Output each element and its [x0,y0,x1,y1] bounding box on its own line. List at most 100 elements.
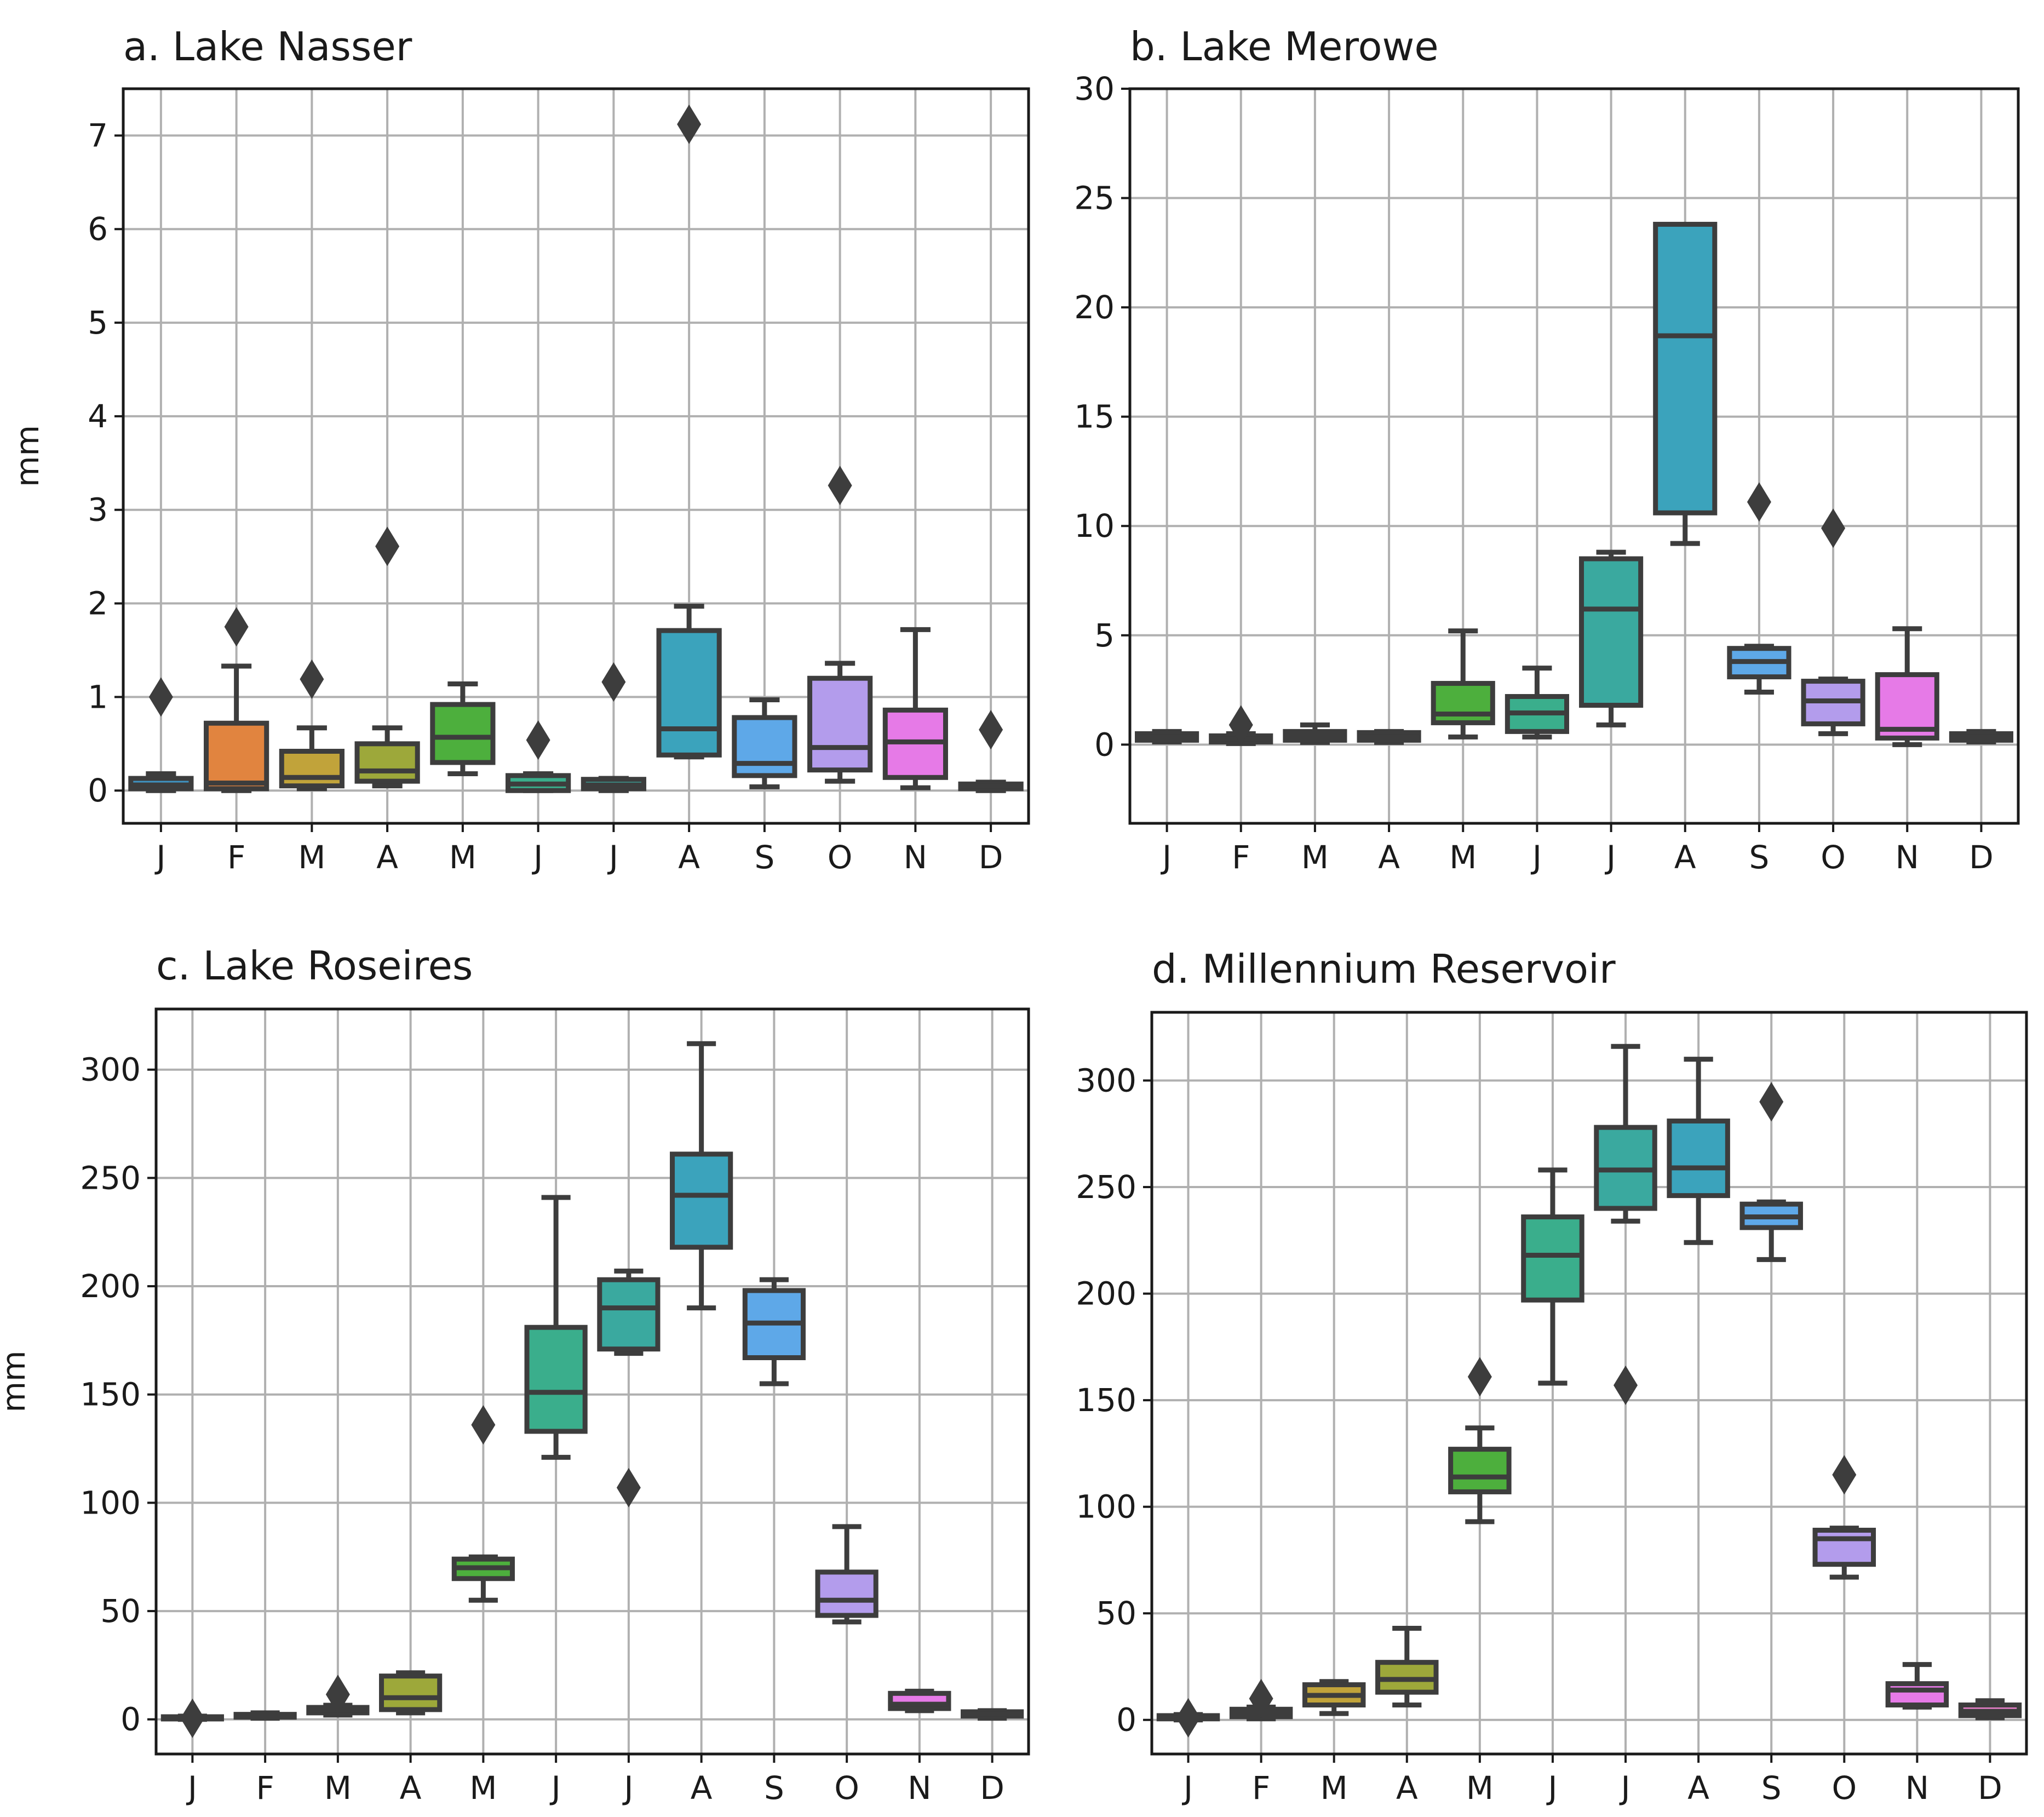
panel-title: a. Lake Nasser [123,24,412,70]
x-tick-label: D [979,839,1003,876]
x-tick-label: S [754,839,774,876]
box-J [128,677,194,793]
box-body [1812,1527,1876,1567]
box-M [1448,1357,1512,1524]
flier-point [325,1675,350,1715]
flier-point [1249,1678,1273,1718]
box-body [656,628,722,758]
box-J [1135,729,1199,745]
y-tick-label: 0 [1116,1701,1136,1739]
panel-title: b. Lake Merowe [1130,24,1439,70]
y-tick-label: 300 [1076,1062,1136,1099]
y-tick-label: 4 [88,398,108,435]
x-tick-label: O [834,1769,859,1807]
box-O [1812,1455,1876,1580]
y-tick-label: 0 [1094,726,1115,763]
box-N [882,627,948,790]
x-tick-label: J [1546,1769,1557,1807]
box-F [233,1710,297,1721]
x-tick-label: N [1905,1769,1929,1807]
box-S [742,1277,806,1386]
x-tick-label: M [1301,839,1329,876]
box-body [1885,1681,1949,1708]
box-O [815,1524,879,1625]
box-J [524,1195,588,1460]
box-N [1885,1662,1949,1710]
x-tick-label: J [532,839,543,876]
box-N [1875,626,1939,747]
x-tick-label: F [227,839,245,876]
box-F [204,607,269,793]
x-tick-label: J [154,839,165,876]
y-tick-label: 6 [88,210,108,248]
box-M [1431,628,1495,740]
y-tick-label: 250 [80,1159,141,1196]
x-tick-label: A [376,839,398,876]
axes-frame [1128,87,2020,825]
flier-point [677,104,702,144]
flier-point [828,466,852,506]
box-M [1283,722,1347,745]
box-F [1229,1678,1293,1722]
box-O [807,466,873,784]
panel-millennium-reservoir: 0 50 100 150 200 250 300 J F M A M J J A S O N Dd. Millenn… [1076,946,2028,1807]
x-tick-label: N [908,1769,931,1807]
box-A [670,1041,733,1311]
box-D [1949,729,2013,745]
y-tick-label: 250 [1076,1168,1136,1206]
box-body [279,748,345,789]
box-M [430,681,496,776]
x-tick-label: J [1531,839,1542,876]
flier-point [1467,1357,1492,1397]
box-J [581,662,646,793]
x-tick-label: S [1749,839,1770,876]
panel-title: d. Millennium Reservoir [1152,946,1616,992]
panel-lake-merowe: 0 5 10 15 20 25 30 J F M A M J J A S O N Db. Lake Merowe [1074,24,2020,876]
flier-point [601,662,626,702]
x-tick-label: A [1674,839,1696,876]
box-N [888,1688,951,1713]
x-tick-label: M [1449,839,1477,876]
x-tick-label: A [678,839,700,876]
box-body [354,741,420,784]
y-tick-label: 100 [80,1484,141,1521]
box-M [1302,1679,1366,1716]
box-D [961,1708,1024,1721]
flier-point [224,607,249,647]
x-tick-label: A [400,1769,422,1807]
box-S [1739,1082,1803,1262]
box-J [1579,549,1644,727]
box-A [354,526,420,789]
box-body [204,720,269,792]
box-body [597,1277,661,1352]
box-body [1579,556,1644,708]
box-A [1653,221,1718,546]
box-body [807,675,873,773]
flier-point [1821,508,1846,548]
x-tick-label: D [1969,839,1994,876]
x-tick-label: F [1252,1769,1270,1807]
x-tick-label: M [324,1769,352,1807]
box-body [815,1569,879,1618]
flier-point [526,720,550,760]
x-tick-label: J [607,839,618,876]
box-body [1448,1447,1512,1494]
y-tick-label: 200 [1076,1275,1136,1312]
y-tick-label: 2 [88,585,108,622]
y-axis-label: mm [0,1351,32,1413]
y-tick-label: 30 [1074,70,1115,107]
y-tick-label: 150 [1076,1382,1136,1419]
x-tick-label: J [1619,1769,1630,1807]
flier-point [1228,705,1253,745]
y-tick-label: 5 [88,304,108,341]
panel-lake-roseires: 0 50 100 150 200 250 300 J F M A M J J A S O N Dc. Lake Ro… [0,943,1030,1807]
flier-point [1176,1698,1201,1738]
y-tick-label: 0 [88,772,108,809]
x-tick-label: M [1320,1769,1348,1807]
x-tick-label: J [1161,839,1172,876]
box-body [1521,1214,1584,1303]
box-body [430,702,496,765]
axes-frame [154,1007,1030,1756]
x-tick-label: J [550,1769,561,1807]
box-body [1667,1118,1730,1199]
